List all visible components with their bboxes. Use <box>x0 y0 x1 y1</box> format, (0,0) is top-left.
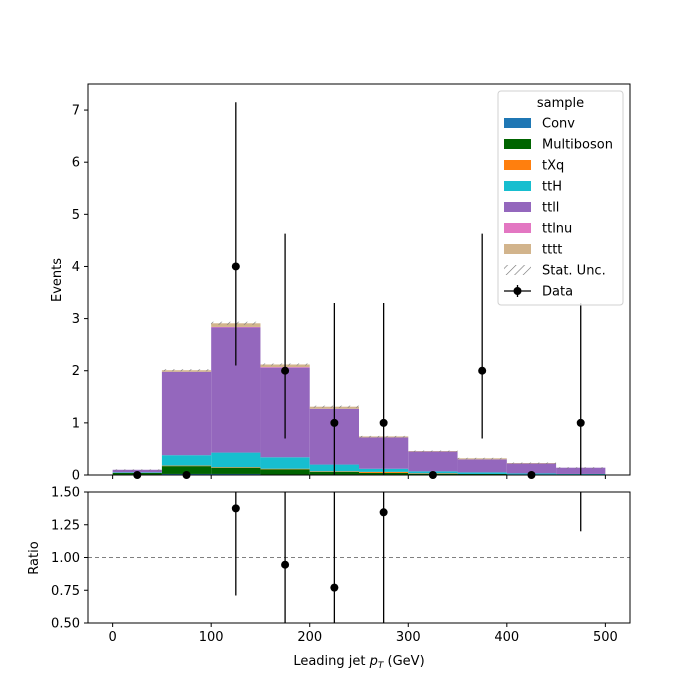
ratio-point-3 <box>379 508 388 517</box>
legend-swatch-tth <box>504 181 531 191</box>
ratio-y-tick-label-1: 0.75 <box>51 584 80 599</box>
x-tick-label-4: 400 <box>494 630 519 645</box>
bar-tth-bin-1 <box>161 455 212 466</box>
ratio-point-0 <box>231 504 240 513</box>
y-tick-label-0: 0 <box>72 469 80 484</box>
legend-label-ttll: ttll <box>542 201 559 216</box>
stat-unc-band-bin-8 <box>506 462 557 464</box>
ratio-y-tick-label-3: 1.25 <box>51 518 80 533</box>
y-tick-label-4: 4 <box>72 260 80 275</box>
legend-swatch-tttt <box>504 244 531 254</box>
legend-swatch-conv <box>504 118 531 128</box>
data-point-2 <box>231 262 240 271</box>
stat-unc-band-bin-7 <box>457 457 507 460</box>
y-tick-label-3: 3 <box>72 312 80 327</box>
y-tick-label-6: 6 <box>72 156 80 171</box>
legend-label-tth: ttH <box>542 180 562 195</box>
x-tick-label-0: 0 <box>108 630 116 645</box>
data-point-5 <box>379 418 388 427</box>
legend-label-data: Data <box>542 285 573 300</box>
y-tick-label-5: 5 <box>72 208 80 223</box>
legend-title: sample <box>537 96 584 111</box>
bar-tth-bin-2 <box>211 452 261 468</box>
data-point-3 <box>281 366 290 375</box>
legend-label-txq: tXq <box>542 159 564 174</box>
x-tick-label-2: 200 <box>297 630 322 645</box>
main-x-ticks <box>112 475 606 479</box>
x-axis-label-prefix: Leading jet <box>293 654 369 669</box>
y-tick-label-2: 2 <box>72 364 80 379</box>
legend-label-conv: Conv <box>542 117 575 132</box>
stat-unc-band-bin-0 <box>112 469 162 471</box>
bar-txq-bin-2 <box>211 467 261 468</box>
legend-swatch-stat-unc <box>504 265 531 275</box>
bar-multiboson-bin-3 <box>260 469 310 475</box>
stat-unc-band-bin-6 <box>408 450 458 452</box>
legend-swatch-txq <box>504 160 531 170</box>
ratio-panel: 0 100 200 300 400 500 0.50 0.75 1.00 1.25 1.50 Ra… <box>27 486 631 671</box>
legend-label-stat-unc: Stat. Unc. <box>542 264 606 279</box>
x-tick-label-1: 100 <box>199 630 224 645</box>
x-tick-label-5: 500 <box>593 630 618 645</box>
data-point-4 <box>330 418 339 427</box>
x-axis-label-subscript: T <box>378 661 385 671</box>
x-tick-label-3: 300 <box>396 630 421 645</box>
bar-conv-bin-2 <box>211 473 261 475</box>
x-axis-label-variable: p <box>369 654 378 669</box>
bar-txq-bin-1 <box>161 465 212 467</box>
legend-swatch-ttlnu <box>504 223 531 233</box>
bar-ttll-bin-6 <box>408 451 458 472</box>
data-point-9 <box>576 418 585 427</box>
legend-label-multiboson: Multiboson <box>542 138 613 153</box>
stacked-bars <box>112 323 606 475</box>
bar-ttll-bin-7 <box>457 459 507 473</box>
main-y-ticks: 0 1 2 3 4 5 6 7 <box>72 104 88 484</box>
bar-ttll-bin-1 <box>161 371 212 456</box>
bar-tth-bin-7 <box>457 472 507 474</box>
main-plot-frame <box>87 83 631 476</box>
ratio-y-tick-label-0: 0.50 <box>51 617 80 632</box>
ratio-y-ticks: 0.50 0.75 1.00 1.25 1.50 <box>51 486 88 632</box>
bar-multiboson-bin-1 <box>161 466 212 474</box>
data-point-7 <box>478 366 487 375</box>
legend: sample Conv Multiboson tXq ttH ttll ttlnu tttt S… <box>497 90 624 306</box>
ratio-y-tick-label-4: 1.50 <box>51 486 80 501</box>
x-axis-label: Leading jet pT (GeV) <box>293 654 424 671</box>
ratio-plot-frame <box>87 491 631 624</box>
bar-tth-bin-3 <box>260 457 310 469</box>
ratio-points <box>231 492 582 623</box>
bar-multiboson-bin-7 <box>457 473 507 475</box>
y-axis-label: Events <box>50 258 65 302</box>
bar-txq-bin-3 <box>260 468 310 470</box>
ratio-point-1 <box>281 560 290 569</box>
x-axis-label-unit: (GeV) <box>383 654 424 669</box>
stat-unc-band-bin-1 <box>161 369 212 372</box>
legend-swatch-ttll <box>504 202 531 212</box>
ratio-y-axis-label: Ratio <box>27 541 42 574</box>
bar-multiboson-bin-2 <box>211 467 261 474</box>
y-tick-label-1: 1 <box>72 416 80 431</box>
ratio-point-2 <box>330 583 339 592</box>
data-points <box>133 102 585 479</box>
legend-label-ttlnu: ttlnu <box>542 222 572 237</box>
main-panel: 0 1 2 3 4 5 6 7 Events sample Conv Multiboson tXq t… <box>50 83 631 484</box>
legend-swatch-multiboson <box>504 139 531 149</box>
legend-label-tttt: tttt <box>542 243 562 258</box>
y-tick-label-7: 7 <box>72 104 80 119</box>
ratio-y-tick-label-2: 1.00 <box>51 551 80 566</box>
ratio-x-ticks: 0 100 200 300 400 500 <box>108 623 618 645</box>
legend-data-marker <box>513 287 522 295</box>
bar-ttll-bin-8 <box>506 463 557 474</box>
